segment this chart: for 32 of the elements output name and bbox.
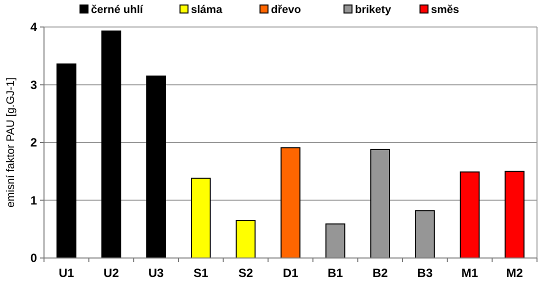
- bar: [56, 63, 76, 258]
- x-tick-label: M1: [461, 266, 478, 280]
- bar: [504, 170, 525, 258]
- y-tick-label: 1: [30, 193, 38, 208]
- x-tick-label: S1: [194, 266, 209, 280]
- bar: [146, 76, 166, 258]
- legend-label: černé uhlí: [91, 4, 144, 16]
- x-tick-label: D1: [282, 266, 298, 280]
- y-axis-title: emisní faktor PAU [g.GJ-1]: [5, 77, 17, 208]
- x-tick-label: M2: [506, 266, 524, 280]
- y-tick-label: 3: [30, 78, 38, 92]
- legend-label: směs: [431, 4, 460, 16]
- x-tick-label: B3: [417, 266, 433, 280]
- bar: [236, 220, 256, 258]
- x-tick-label: U1: [58, 266, 74, 280]
- bar: [190, 178, 211, 258]
- bar: [325, 223, 346, 258]
- bar: [101, 30, 122, 258]
- bar: [280, 147, 300, 258]
- y-tick-label: 0: [30, 251, 38, 266]
- y-tick-label: 4: [30, 20, 38, 34]
- legend-label: brikety: [355, 4, 392, 16]
- x-tick-label: B2: [372, 266, 388, 280]
- x-tick-label: S2: [238, 266, 254, 280]
- x-tick-label: B1: [328, 266, 344, 280]
- y-tick-label: 2: [30, 136, 38, 150]
- x-tick-label: U3: [148, 266, 164, 280]
- legend-label: sláma: [191, 4, 224, 16]
- bar: [415, 210, 435, 258]
- legend-label: dřevo: [271, 4, 302, 16]
- bar: [460, 171, 480, 258]
- x-tick-label: U2: [104, 266, 120, 280]
